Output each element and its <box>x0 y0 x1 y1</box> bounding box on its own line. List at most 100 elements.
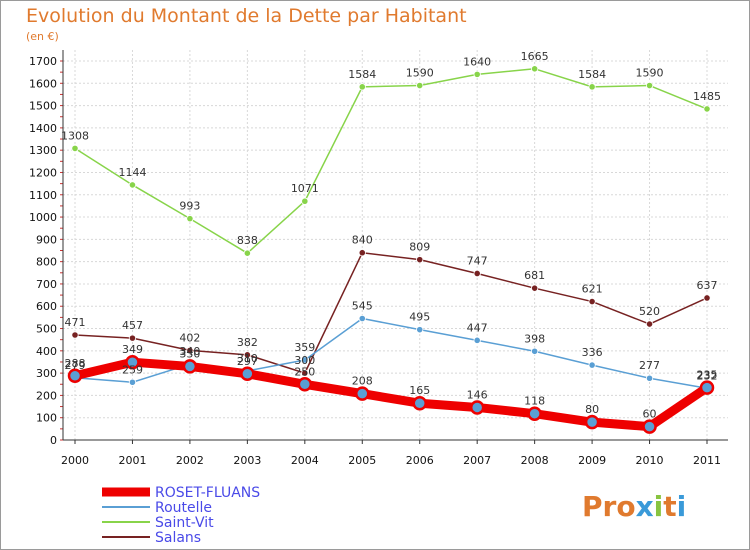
y-tick-label: 900 <box>36 233 57 246</box>
series-lines <box>67 65 715 434</box>
data-point-routelle <box>645 374 654 382</box>
data-point-saint-vit <box>473 70 481 78</box>
data-label-roset-fluans: 208 <box>352 375 373 388</box>
data-point-salans <box>703 294 711 302</box>
data-point-saint-vit <box>645 81 654 90</box>
data-point-salans <box>645 320 654 328</box>
data-label-salans: 471 <box>65 316 86 329</box>
x-tick-label: 2006 <box>406 454 434 467</box>
data-point-salans <box>416 256 424 264</box>
data-point-roset-fluans <box>642 419 657 434</box>
data-label-saint-vit: 1584 <box>348 68 376 81</box>
data-point-salans <box>128 334 137 342</box>
data-point-routelle <box>358 314 366 323</box>
data-label-salans: 681 <box>524 269 545 282</box>
x-tick-label: 2008 <box>521 454 549 467</box>
data-point-routelle <box>128 378 137 386</box>
data-label-salans: 457 <box>122 319 143 332</box>
data-label-roset-fluans: 235 <box>697 369 718 382</box>
data-label-routelle: 398 <box>524 332 545 345</box>
data-point-saint-vit <box>416 81 424 90</box>
data-label-salans: 809 <box>409 241 430 254</box>
data-label-saint-vit: 1590 <box>636 67 664 80</box>
legend-label-routelle: Routelle <box>155 500 212 516</box>
data-label-roset-fluans: 80 <box>585 403 599 416</box>
y-tick-label: 1100 <box>29 189 57 202</box>
data-point-roset-fluans <box>699 380 715 395</box>
data-point-roset-fluans <box>125 354 140 370</box>
data-label-saint-vit: 1665 <box>521 50 549 63</box>
x-tick-label: 2007 <box>463 454 491 467</box>
data-point-roset-fluans <box>527 406 542 421</box>
y-tick-label: 800 <box>36 256 57 269</box>
y-tick-label: 600 <box>36 300 57 313</box>
data-label-saint-vit: 1308 <box>61 129 89 142</box>
y-tick-label: 1400 <box>29 122 57 135</box>
data-point-saint-vit <box>186 215 194 223</box>
data-point-salans <box>473 269 481 278</box>
data-label-salans: 402 <box>179 331 200 344</box>
brand-letter: x <box>636 490 654 523</box>
data-label-saint-vit: 1485 <box>693 90 721 103</box>
data-label-roset-fluans: 297 <box>237 355 258 368</box>
legend-label-saint-vit: Saint-Vit <box>155 515 214 531</box>
data-label-salans: 300 <box>294 354 315 367</box>
data-point-roset-fluans <box>584 414 600 430</box>
x-tick-labels: 2000 2001 2002 2003 2004 2005 2006 2007 2008 2009… <box>61 454 721 467</box>
legend-label-salans: Salans <box>155 530 201 546</box>
data-label-routelle: 545 <box>352 299 373 312</box>
x-tick-label: 2009 <box>578 454 606 467</box>
data-label-salans: 382 <box>237 336 258 349</box>
data-point-saint-vit <box>128 181 137 189</box>
data-point-saint-vit <box>703 105 711 113</box>
data-point-routelle <box>588 361 596 369</box>
x-tick-label: 2002 <box>176 454 204 467</box>
data-label-roset-fluans: 330 <box>179 347 200 360</box>
brand-letter: t <box>663 490 676 523</box>
data-label-routelle: 259 <box>122 363 143 376</box>
data-label-roset-fluans: 118 <box>524 395 545 408</box>
data-label-routelle: 447 <box>467 321 488 334</box>
data-point-roset-fluans <box>67 368 83 384</box>
brand-letter: r <box>603 490 617 523</box>
y-tick-label: 1000 <box>29 211 57 224</box>
data-point-salans <box>588 297 596 306</box>
y-tick-label: 1200 <box>29 166 57 179</box>
data-label-saint-vit: 1640 <box>463 55 491 68</box>
data-label-roset-fluans: 60 <box>643 408 657 421</box>
data-label-saint-vit: 1071 <box>291 182 319 195</box>
chart-subtitle: (en €) <box>26 30 59 43</box>
data-point-saint-vit <box>71 144 79 152</box>
data-point-salans <box>358 249 366 257</box>
data-point-routelle <box>301 356 309 364</box>
brand-logo: Proxiti <box>582 490 686 523</box>
x-tick-label: 2003 <box>233 454 261 467</box>
data-point-routelle <box>531 347 539 355</box>
data-point-saint-vit <box>588 83 596 91</box>
legend-label-roset-fluans: ROSET-FLUANS <box>155 485 260 501</box>
data-point-salans <box>243 351 251 359</box>
data-label-routelle: 336 <box>582 346 603 359</box>
chart-title: Evolution du Montant de la Dette par Hab… <box>26 5 467 27</box>
series-line-roset-fluans <box>70 357 712 432</box>
data-label-routelle: 340 <box>179 345 200 358</box>
x-tick-label: 2005 <box>348 454 376 467</box>
brand-letter: i <box>654 490 664 523</box>
data-label-roset-fluans: 165 <box>409 384 430 397</box>
data-label-routelle: 279 <box>65 359 86 372</box>
brand-letter: o <box>616 490 635 523</box>
axes <box>60 50 728 444</box>
y-tick-label: 200 <box>36 389 57 402</box>
data-point-salans <box>301 369 309 377</box>
data-label-saint-vit: 1144 <box>118 166 146 179</box>
y-tick-label: 700 <box>36 278 57 291</box>
x-tick-label: 2010 <box>636 454 664 467</box>
data-point-saint-vit <box>301 197 309 205</box>
y-tick-label: 1500 <box>29 100 57 113</box>
data-point-saint-vit <box>531 65 539 73</box>
x-tick-label: 2004 <box>291 454 319 467</box>
data-label-routelle: 310 <box>237 352 258 365</box>
